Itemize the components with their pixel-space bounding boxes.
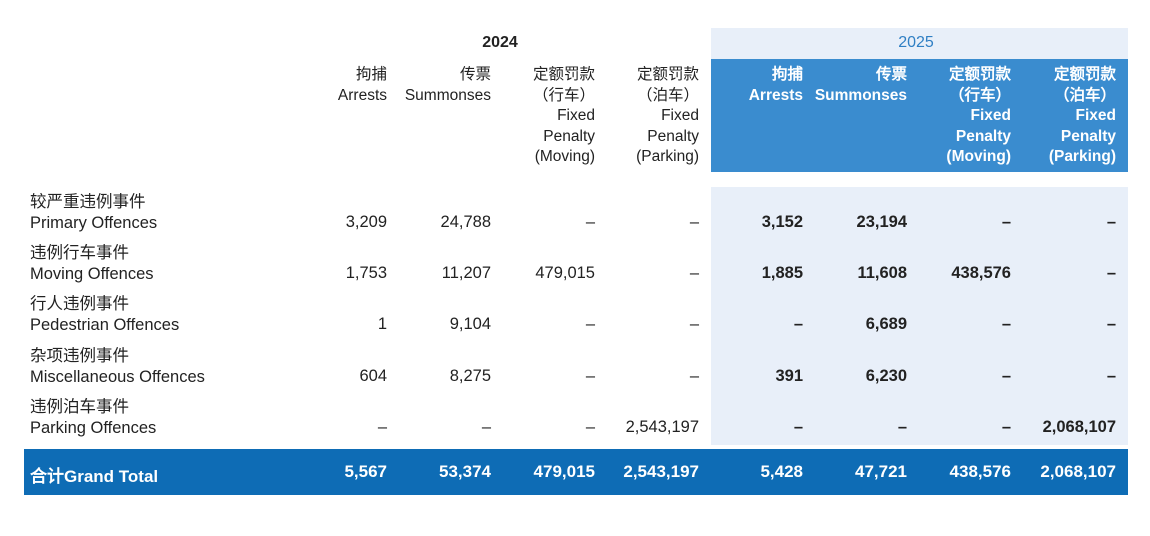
cell-misc-moving-2024: – [585,367,595,385]
cell-primary-moving-2024: – [585,213,595,231]
col-arrests-2024: 拘捕 Arrests [337,66,387,104]
cell-moving-summonses-2025: 11,608 [857,264,907,282]
cell-moving-arrests-2025: 1,885 [761,264,803,282]
col-arrests-2025: 拘捕 Arrests [748,66,803,104]
col-fixed-moving-2025: 定额罚款 （行车） Fixed Penalty (Moving) [946,66,1011,166]
cell-primary-summonses-2025: 23,194 [856,213,907,231]
cell-moving-moving-2024: 479,015 [535,264,595,282]
cell-parking-parking-2025: 2,068,107 [1042,418,1116,436]
total-arrests-2025: 5,428 [760,462,803,481]
cell-moving-summonses-2024: 11,207 [441,264,491,282]
total-arrests-2024: 5,567 [344,462,387,481]
cell-pedestrian-summonses-2025: 6,689 [865,315,907,333]
row-label-primary-offences: 较严重违例事件 Primary Offences [30,193,158,232]
cell-primary-moving-2025: – [1001,213,1011,231]
cell-primary-summonses-2024: 24,788 [440,213,491,231]
cell-misc-summonses-2025: 6,230 [865,367,907,385]
col-fixed-parking-2025: 定额罚款 （泊车） Fixed Penalty (Parking) [1048,66,1116,166]
cell-misc-arrests-2024: 604 [359,367,387,385]
cell-moving-moving-2025: 438,576 [951,264,1011,282]
col-fixed-parking-2024: 定额罚款 （泊车） Fixed Penalty (Parking) [636,66,699,166]
grand-total-bar [24,449,1128,495]
cell-primary-parking-2024: – [689,213,699,231]
cell-pedestrian-moving-2024: – [585,315,595,333]
cell-pedestrian-arrests-2024: 1 [377,315,387,333]
col-fixed-moving-2024: 定额罚款 （行车） Fixed Penalty (Moving) [532,66,595,166]
cell-misc-moving-2025: – [1001,367,1011,385]
total-moving-2025: 438,576 [949,462,1011,481]
total-summonses-2024: 53,374 [439,462,491,481]
cell-parking-parking-2024: 2,543,197 [625,418,699,436]
year-2025-label: 2025 [898,34,934,51]
cell-parking-summonses-2025: – [897,418,907,436]
cell-pedestrian-moving-2025: – [1001,315,1011,333]
cell-pedestrian-parking-2024: – [689,315,699,333]
col-summonses-2024: 传票 Summonses [404,66,491,104]
cell-primary-arrests-2025: 3,152 [761,213,803,231]
cell-pedestrian-parking-2025: – [1106,315,1116,333]
cell-primary-parking-2025: – [1106,213,1116,231]
cell-moving-parking-2024: – [689,264,699,282]
cell-moving-arrests-2024: 1,753 [345,264,387,282]
row-label-pedestrian-offences: 行人违例事件 Pedestrian Offences [30,295,180,334]
cell-parking-arrests-2025: – [793,418,803,436]
cell-parking-moving-2024: – [585,418,595,436]
total-parking-2025: 2,068,107 [1040,462,1116,481]
cell-parking-moving-2025: – [1001,418,1011,436]
cell-pedestrian-summonses-2024: 9,104 [449,315,491,333]
year-2025-header-bg [711,28,1128,59]
row-label-parking-offences: 违例泊车事件 Parking Offences [30,398,157,437]
cell-primary-arrests-2024: 3,209 [345,213,387,231]
col-summonses-2025: 传票 Summonses [814,66,907,104]
year-2024-label: 2024 [482,34,518,51]
cell-misc-arrests-2025: 391 [775,367,803,385]
cell-misc-parking-2024: – [689,367,699,385]
total-moving-2024: 479,015 [533,462,595,481]
cell-misc-summonses-2024: 8,275 [449,367,491,385]
year-2025-body-bg [711,187,1128,445]
year-2025-column-header-bar [711,59,1128,172]
cell-parking-summonses-2024: – [481,418,491,436]
grand-total-label: 合计Grand Total [30,467,159,486]
cell-parking-arrests-2024: – [377,418,387,436]
cell-moving-parking-2025: – [1106,264,1116,282]
cell-pedestrian-arrests-2025: – [793,315,803,333]
total-parking-2024: 2,543,197 [623,462,699,481]
row-label-moving-offences: 违例行车事件 Moving Offences [30,244,154,283]
total-summonses-2025: 47,721 [855,462,907,481]
cell-misc-parking-2025: – [1106,367,1116,385]
row-label-miscellaneous-offences: 杂项违例事件 Miscellaneous Offences [30,347,205,386]
